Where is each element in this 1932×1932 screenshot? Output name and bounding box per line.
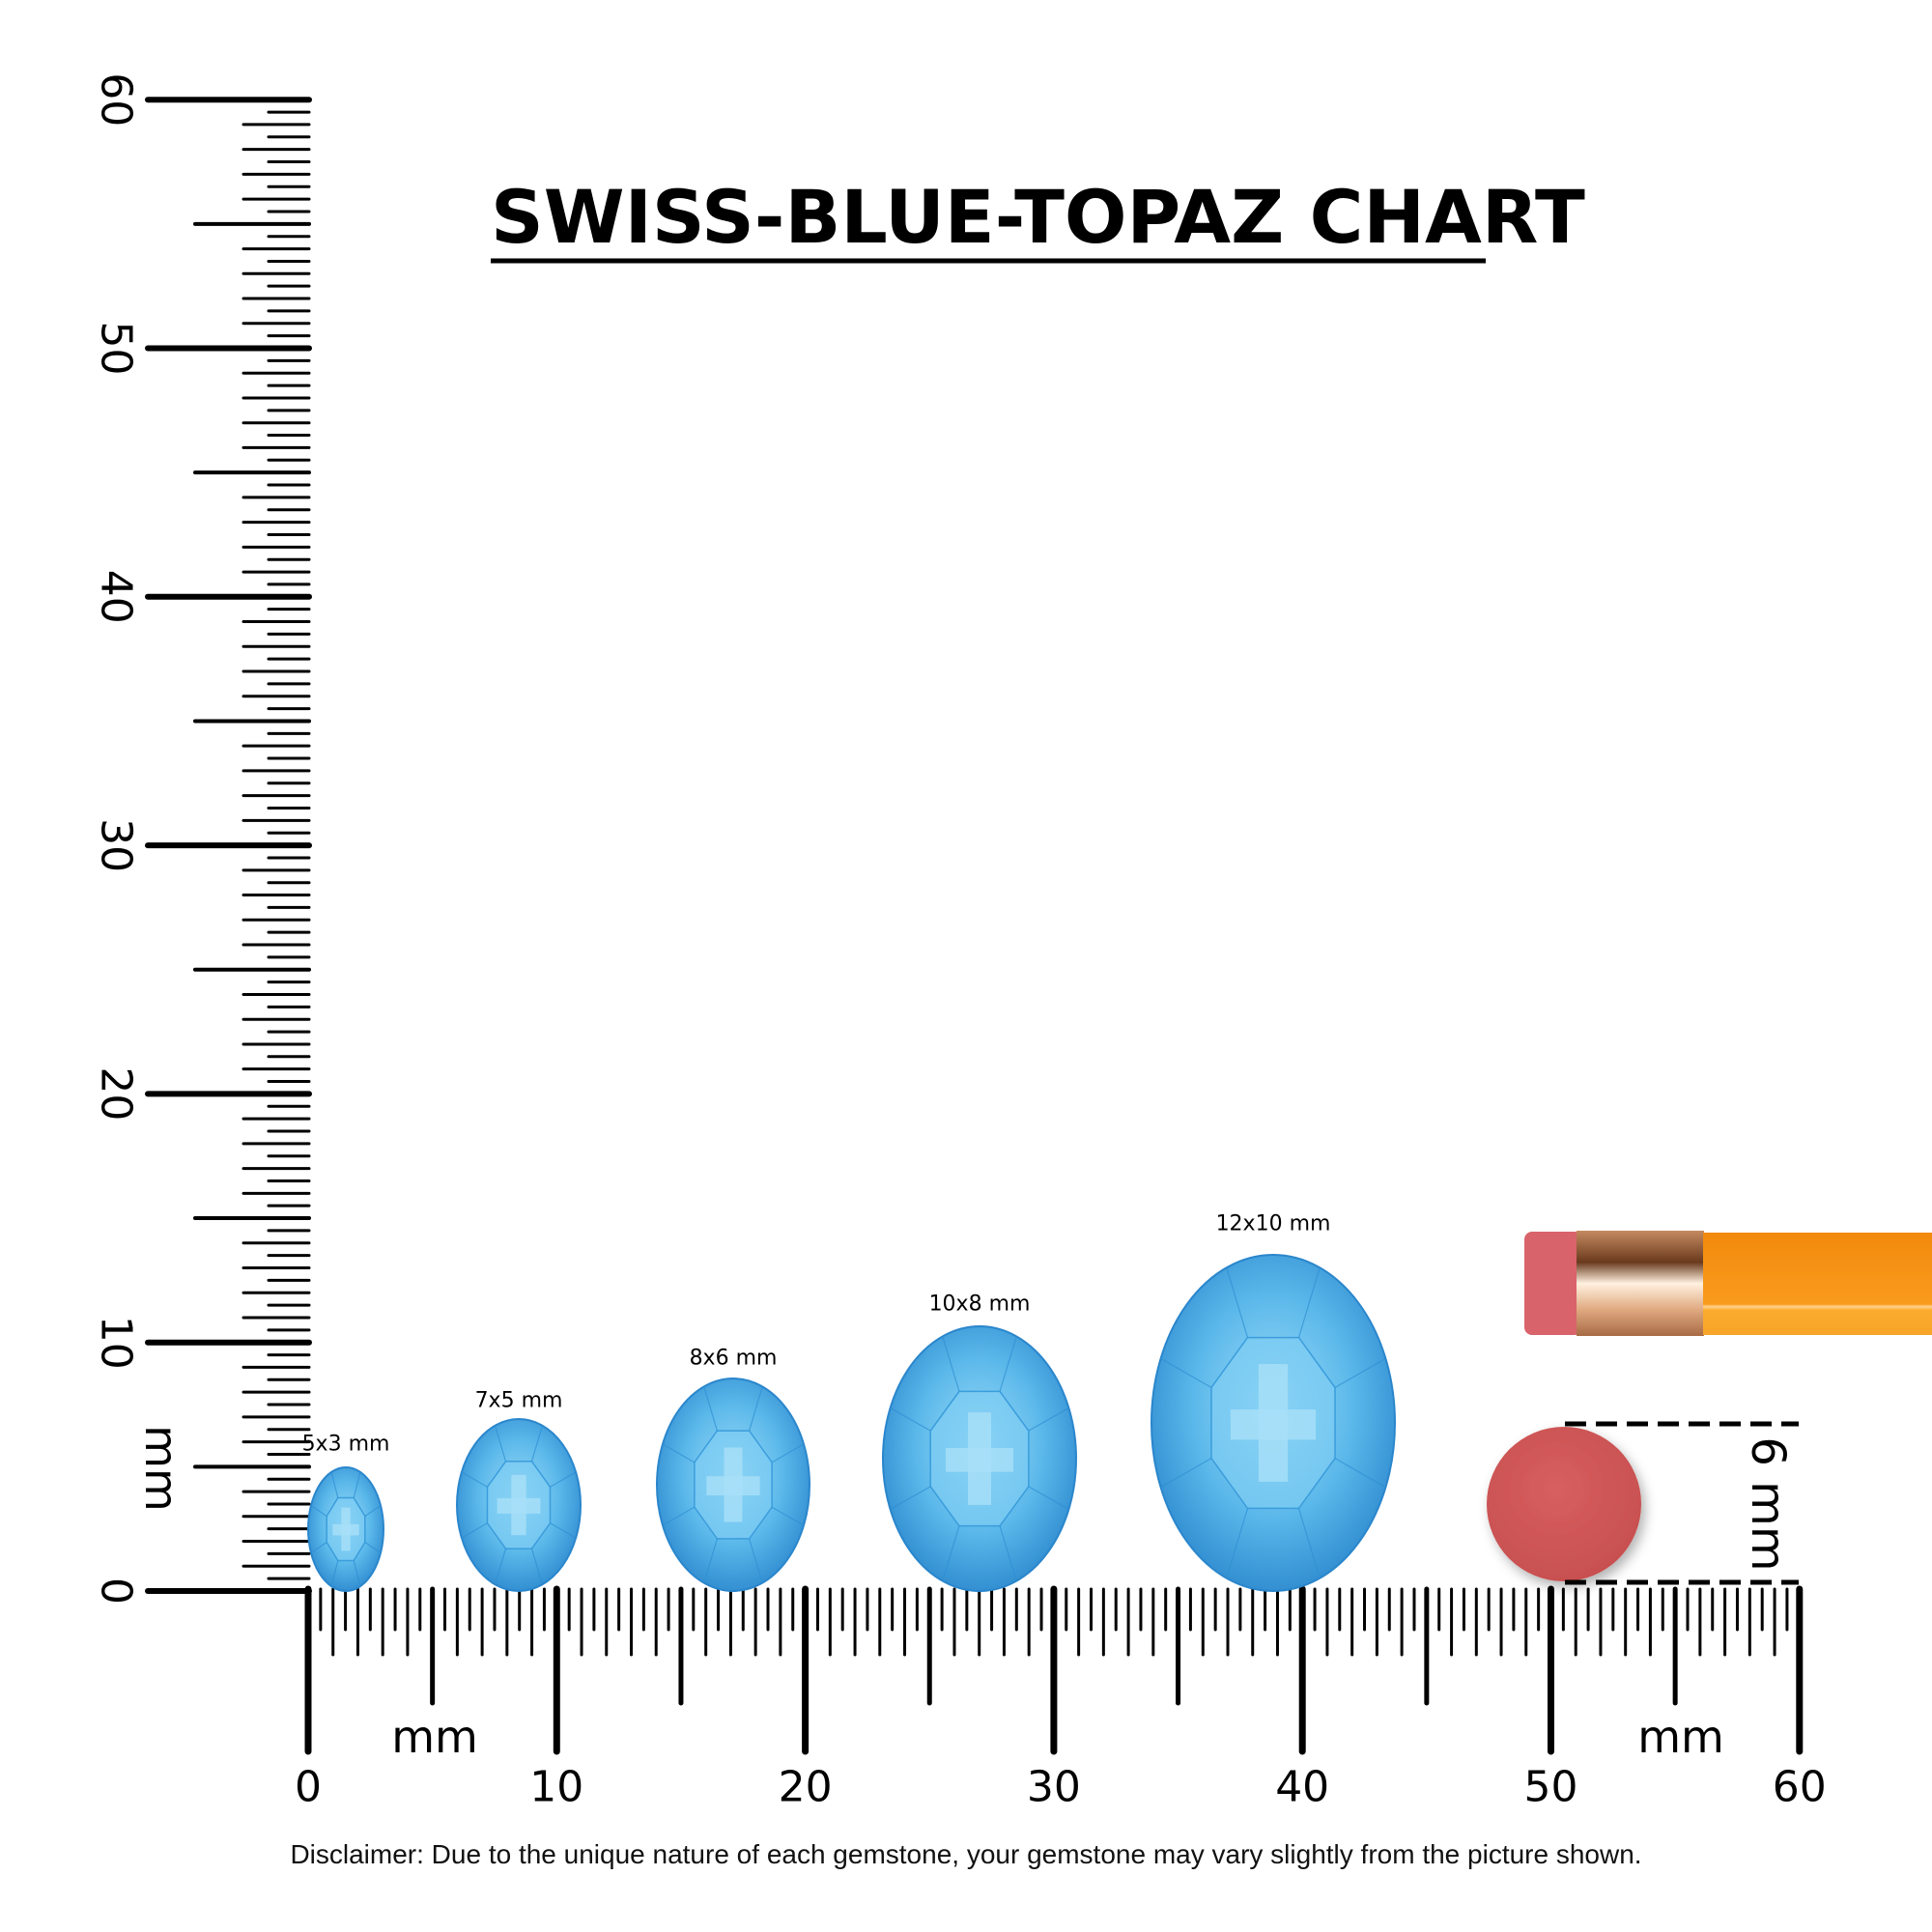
pencil-image xyxy=(1524,1231,1932,1336)
gem-facet-line xyxy=(364,1505,382,1518)
gem-facet-line xyxy=(1226,1267,1249,1338)
gem-facet-line xyxy=(749,1386,763,1432)
gem-facet-line xyxy=(1297,1267,1321,1338)
eraser-reference-circle xyxy=(1487,1427,1641,1581)
gem-facet-line xyxy=(353,1560,361,1587)
gem-5: 12x10 mm xyxy=(1151,1212,1396,1592)
horizontal-tick-label: 60 xyxy=(1773,1763,1827,1812)
gem-facet-line xyxy=(310,1505,327,1518)
gem-highlight xyxy=(946,1448,1013,1472)
gem-facet-line xyxy=(942,1336,960,1392)
gem-size-label: 5x3 mm xyxy=(302,1433,390,1457)
gem-facet-line xyxy=(330,1471,339,1498)
gem-facet-line xyxy=(703,1538,718,1583)
horizontal-tick-label: 0 xyxy=(295,1763,322,1812)
vertical-unit-label: mm xyxy=(135,1425,187,1512)
gem-size-label: 8x6 mm xyxy=(690,1347,778,1371)
disclaimer-text: Disclaimer: Due to the unique nature of … xyxy=(290,1839,1642,1869)
vertical-tick-label: 10 xyxy=(92,1316,141,1370)
vertical-tick-label: 50 xyxy=(92,322,141,376)
gem-highlight xyxy=(332,1523,359,1536)
horizontal-tick-label: 20 xyxy=(779,1763,833,1812)
gem-size-label: 12x10 mm xyxy=(1216,1212,1331,1236)
gem-size-label: 7x5 mm xyxy=(475,1389,563,1413)
gem-facet-line xyxy=(550,1522,577,1539)
pencil-ferrule xyxy=(1577,1231,1704,1336)
vertical-tick-label: 20 xyxy=(92,1066,141,1121)
gem-facet-line xyxy=(494,1425,507,1462)
gem-facet-line xyxy=(530,1425,544,1462)
gem-facet-line xyxy=(550,1471,577,1488)
gem-facet-line xyxy=(1334,1357,1386,1388)
vertical-tick-label: 60 xyxy=(92,72,141,127)
gem-facet-line xyxy=(1297,1508,1321,1578)
gem-2: 7x5 mm xyxy=(456,1389,582,1592)
gem-facet-line xyxy=(461,1522,488,1539)
gem-facet-line xyxy=(1028,1407,1069,1432)
gem-facet-line xyxy=(494,1548,507,1585)
gem-size-label: 10x8 mm xyxy=(929,1293,1031,1317)
gem-facet-line xyxy=(461,1471,488,1488)
gem-facet-line xyxy=(662,1443,696,1463)
gem-facet-line xyxy=(749,1538,763,1583)
gem-facet-line xyxy=(310,1541,327,1553)
gem-facet-line xyxy=(530,1548,544,1585)
gem-facet-line xyxy=(999,1336,1017,1392)
page-title: SWISS-BLUE-TOPAZ CHART xyxy=(491,174,1585,260)
gem-facet-line xyxy=(1160,1458,1212,1489)
gem-facet-line xyxy=(942,1525,960,1581)
gem-1: 5x3 mm xyxy=(302,1433,390,1592)
gem-facet-line xyxy=(662,1506,696,1526)
gem-facet-line xyxy=(1160,1357,1212,1388)
gem-facet-line xyxy=(890,1486,931,1510)
vertical-tick-label: 30 xyxy=(92,818,141,872)
gem-facet-line xyxy=(703,1386,718,1432)
pencil-eraser xyxy=(1524,1232,1582,1335)
horizontal-tick-label: 40 xyxy=(1275,1763,1329,1812)
gem-highlight xyxy=(497,1497,541,1514)
gem-facet-line xyxy=(999,1525,1017,1581)
gem-facet-line xyxy=(890,1407,931,1432)
vertical-ruler: 0 10 20 30 40 50 60 xyxy=(92,72,312,1605)
horizontal-tick-label: 30 xyxy=(1027,1763,1081,1812)
gem-facet-line xyxy=(1226,1508,1249,1578)
gem-4: 10x8 mm xyxy=(882,1293,1077,1592)
gem-group: 5x3 mm 7x5 mm 8x6 mm 10x8 mm 12x10 mm xyxy=(302,1212,1396,1592)
gem-facet-line xyxy=(1028,1486,1069,1510)
gem-facet-line xyxy=(364,1541,382,1553)
vertical-tick-label: 0 xyxy=(92,1577,141,1605)
gem-facet-line xyxy=(771,1506,805,1526)
gem-facet-line xyxy=(330,1560,339,1587)
gem-facet-line xyxy=(353,1471,361,1498)
horizontal-ruler: 0 10 20 30 40 50 60 xyxy=(295,1585,1827,1812)
pencil-body xyxy=(1703,1233,1932,1335)
gem-3: 8x6 mm xyxy=(656,1347,810,1592)
vertical-tick-label: 40 xyxy=(92,570,141,624)
gem-highlight xyxy=(1230,1409,1317,1440)
horizontal-unit-label-left: mm xyxy=(391,1711,478,1763)
gem-facet-line xyxy=(771,1443,805,1463)
horizontal-tick-label: 10 xyxy=(529,1763,583,1812)
gem-highlight xyxy=(706,1476,760,1495)
horizontal-tick-label: 50 xyxy=(1524,1763,1578,1812)
gem-facet-line xyxy=(1334,1458,1386,1489)
horizontal-unit-label-right: mm xyxy=(1637,1711,1724,1763)
reference-size-label: 6 mm xyxy=(1741,1436,1795,1571)
